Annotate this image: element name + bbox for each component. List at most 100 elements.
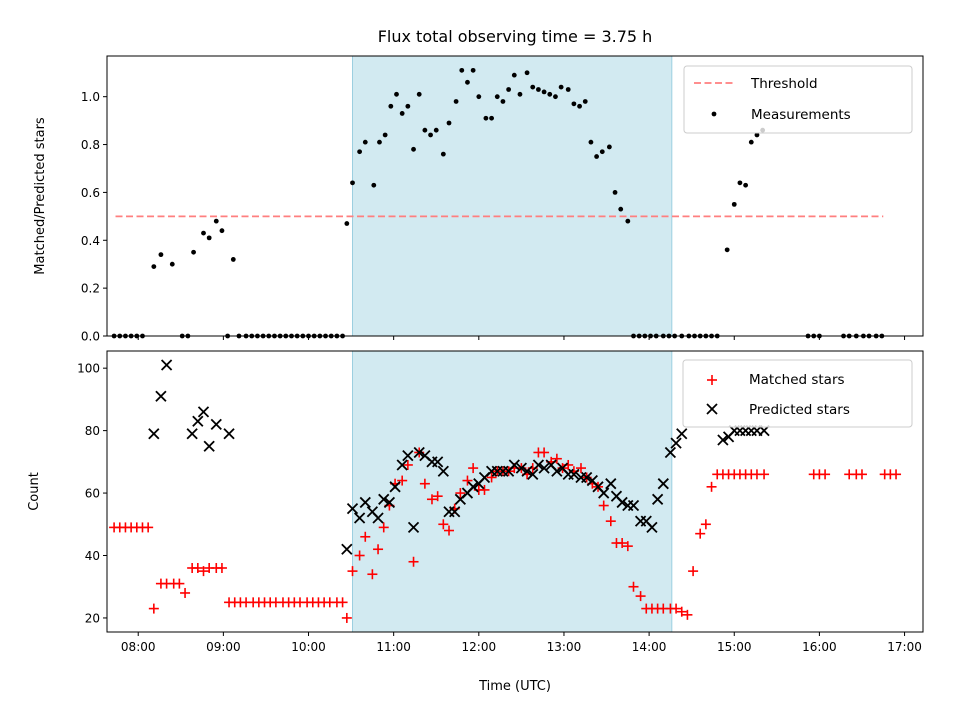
measurement-point	[511, 72, 517, 78]
predicted-star-marker	[192, 415, 204, 427]
x-tick-label: 14:00	[632, 640, 667, 654]
predicted-star-marker	[670, 437, 682, 449]
measurement-point	[517, 91, 523, 97]
measurement-point	[201, 230, 206, 236]
x-tick-label: 13:00	[547, 640, 582, 654]
legend-matched-label: Matched stars	[749, 372, 845, 388]
measurement-point	[371, 182, 377, 188]
predicted-star-marker	[346, 503, 359, 515]
measurement-point	[553, 94, 558, 100]
measurement-point	[494, 94, 500, 100]
measurement-point	[357, 149, 363, 155]
count-x-ticks: 08:00 09:00 10:00 11:00 12:00 13:00 14:00 15:00…	[121, 632, 922, 654]
predicted-star-marker	[627, 499, 640, 512]
measurement-point	[453, 99, 459, 104]
predicted-star-marker	[592, 481, 604, 493]
predicted-star-marker	[341, 543, 353, 555]
ratio-legend: Threshold Measurements	[683, 65, 913, 134]
measurement-point	[565, 87, 571, 92]
measurement-point	[344, 221, 350, 226]
x-tick-label: 11:00	[376, 640, 411, 654]
measurement-point	[606, 144, 612, 150]
predicted-star-marker	[657, 478, 669, 490]
measurement-point	[724, 247, 730, 253]
measurement-point	[377, 139, 382, 145]
measurement-point	[394, 91, 399, 97]
predicted-star-marker	[366, 506, 379, 518]
ratio-x-ticks	[137, 336, 906, 340]
measurement-point	[405, 103, 411, 109]
y-tick-label: 60	[85, 487, 100, 501]
predicted-star-marker	[640, 515, 652, 527]
measurement-point	[536, 87, 541, 92]
measurement-point	[489, 115, 494, 121]
measurement-point	[362, 139, 368, 145]
ratio-panel: 0.0 0.2 0.4 0.6 0.8 1.0 Flux total observing …	[33, 27, 924, 344]
measurement-point	[446, 120, 452, 126]
y-tick-label: 20	[85, 611, 100, 625]
measurement-point	[399, 111, 405, 116]
count-legend-box	[682, 359, 913, 428]
predicted-star-marker	[651, 493, 664, 505]
y-tick-label: 0.6	[81, 186, 100, 200]
measurement-point	[411, 146, 416, 152]
measurement-point	[382, 132, 388, 138]
predicted-star-marker	[432, 456, 444, 468]
predicted-star-marker	[389, 481, 401, 493]
predicted-star-marker	[508, 459, 520, 471]
predicted-star-marker	[353, 512, 366, 524]
legend-threshold-label: Threshold	[750, 76, 818, 92]
predicted-star-marker	[223, 428, 235, 440]
ratio-legend-box	[683, 65, 913, 134]
y-tick-label: 1.0	[81, 90, 100, 104]
count-y-axis-label: Count	[27, 472, 42, 511]
measurement-point	[169, 261, 175, 267]
predicted-star-marker	[203, 440, 215, 452]
predicted-star-marker	[598, 487, 610, 499]
x-tick-label: 08:00	[121, 640, 156, 654]
legend-predicted-swatch	[706, 403, 718, 415]
predicted-star-marker	[586, 474, 598, 487]
count-panel-frame	[106, 350, 924, 633]
predicted-star-marker	[402, 449, 414, 462]
y-tick-label: 0.0	[81, 330, 100, 344]
predicted-star-marker	[419, 449, 431, 462]
measurement-point	[213, 218, 219, 224]
predicted-star-marker	[467, 481, 479, 493]
predicted-star-marker	[383, 496, 396, 509]
predicted-star-marker	[515, 462, 528, 474]
y-tick-label: 100	[77, 362, 100, 376]
measurement-point	[416, 91, 422, 97]
measurement-point	[230, 257, 236, 262]
predicted-star-marker	[160, 359, 173, 371]
observing-window-band-bottom	[352, 350, 673, 633]
measurement-point	[433, 127, 439, 133]
count-y-ticks: 20 40 60 80 100	[77, 362, 107, 625]
predicted-star-marker	[155, 390, 167, 402]
measurement-point	[151, 264, 157, 269]
measurement-point	[158, 252, 164, 258]
measurement-point	[577, 103, 582, 109]
legend-measurements-label: Measurements	[751, 107, 851, 123]
predicted-star-marker	[359, 496, 371, 509]
x-tick-label: 12:00	[462, 640, 497, 654]
x-axis-label: Time (UTC)	[478, 679, 551, 694]
measurement-point	[388, 103, 394, 109]
measurement-point	[476, 94, 482, 100]
measurement-point	[612, 190, 618, 195]
predicted-star-marker	[413, 446, 425, 459]
predicted-star-marker	[407, 521, 420, 534]
predicted-star-marker	[437, 465, 449, 477]
predicted-star-marker	[521, 465, 533, 477]
measurement-point	[350, 180, 355, 186]
predicted-star-marker	[551, 465, 563, 477]
x-tick-label: 15:00	[717, 640, 752, 654]
measurement-point	[530, 84, 536, 90]
measurement-point	[547, 91, 553, 97]
predicted-star-marker	[396, 459, 408, 471]
x-tick-label: 10:00	[291, 640, 326, 654]
ratio-y-axis-label: Matched/Predicted stars	[33, 117, 48, 275]
measurement-point	[625, 218, 631, 224]
predicted-star-marker	[616, 496, 628, 509]
